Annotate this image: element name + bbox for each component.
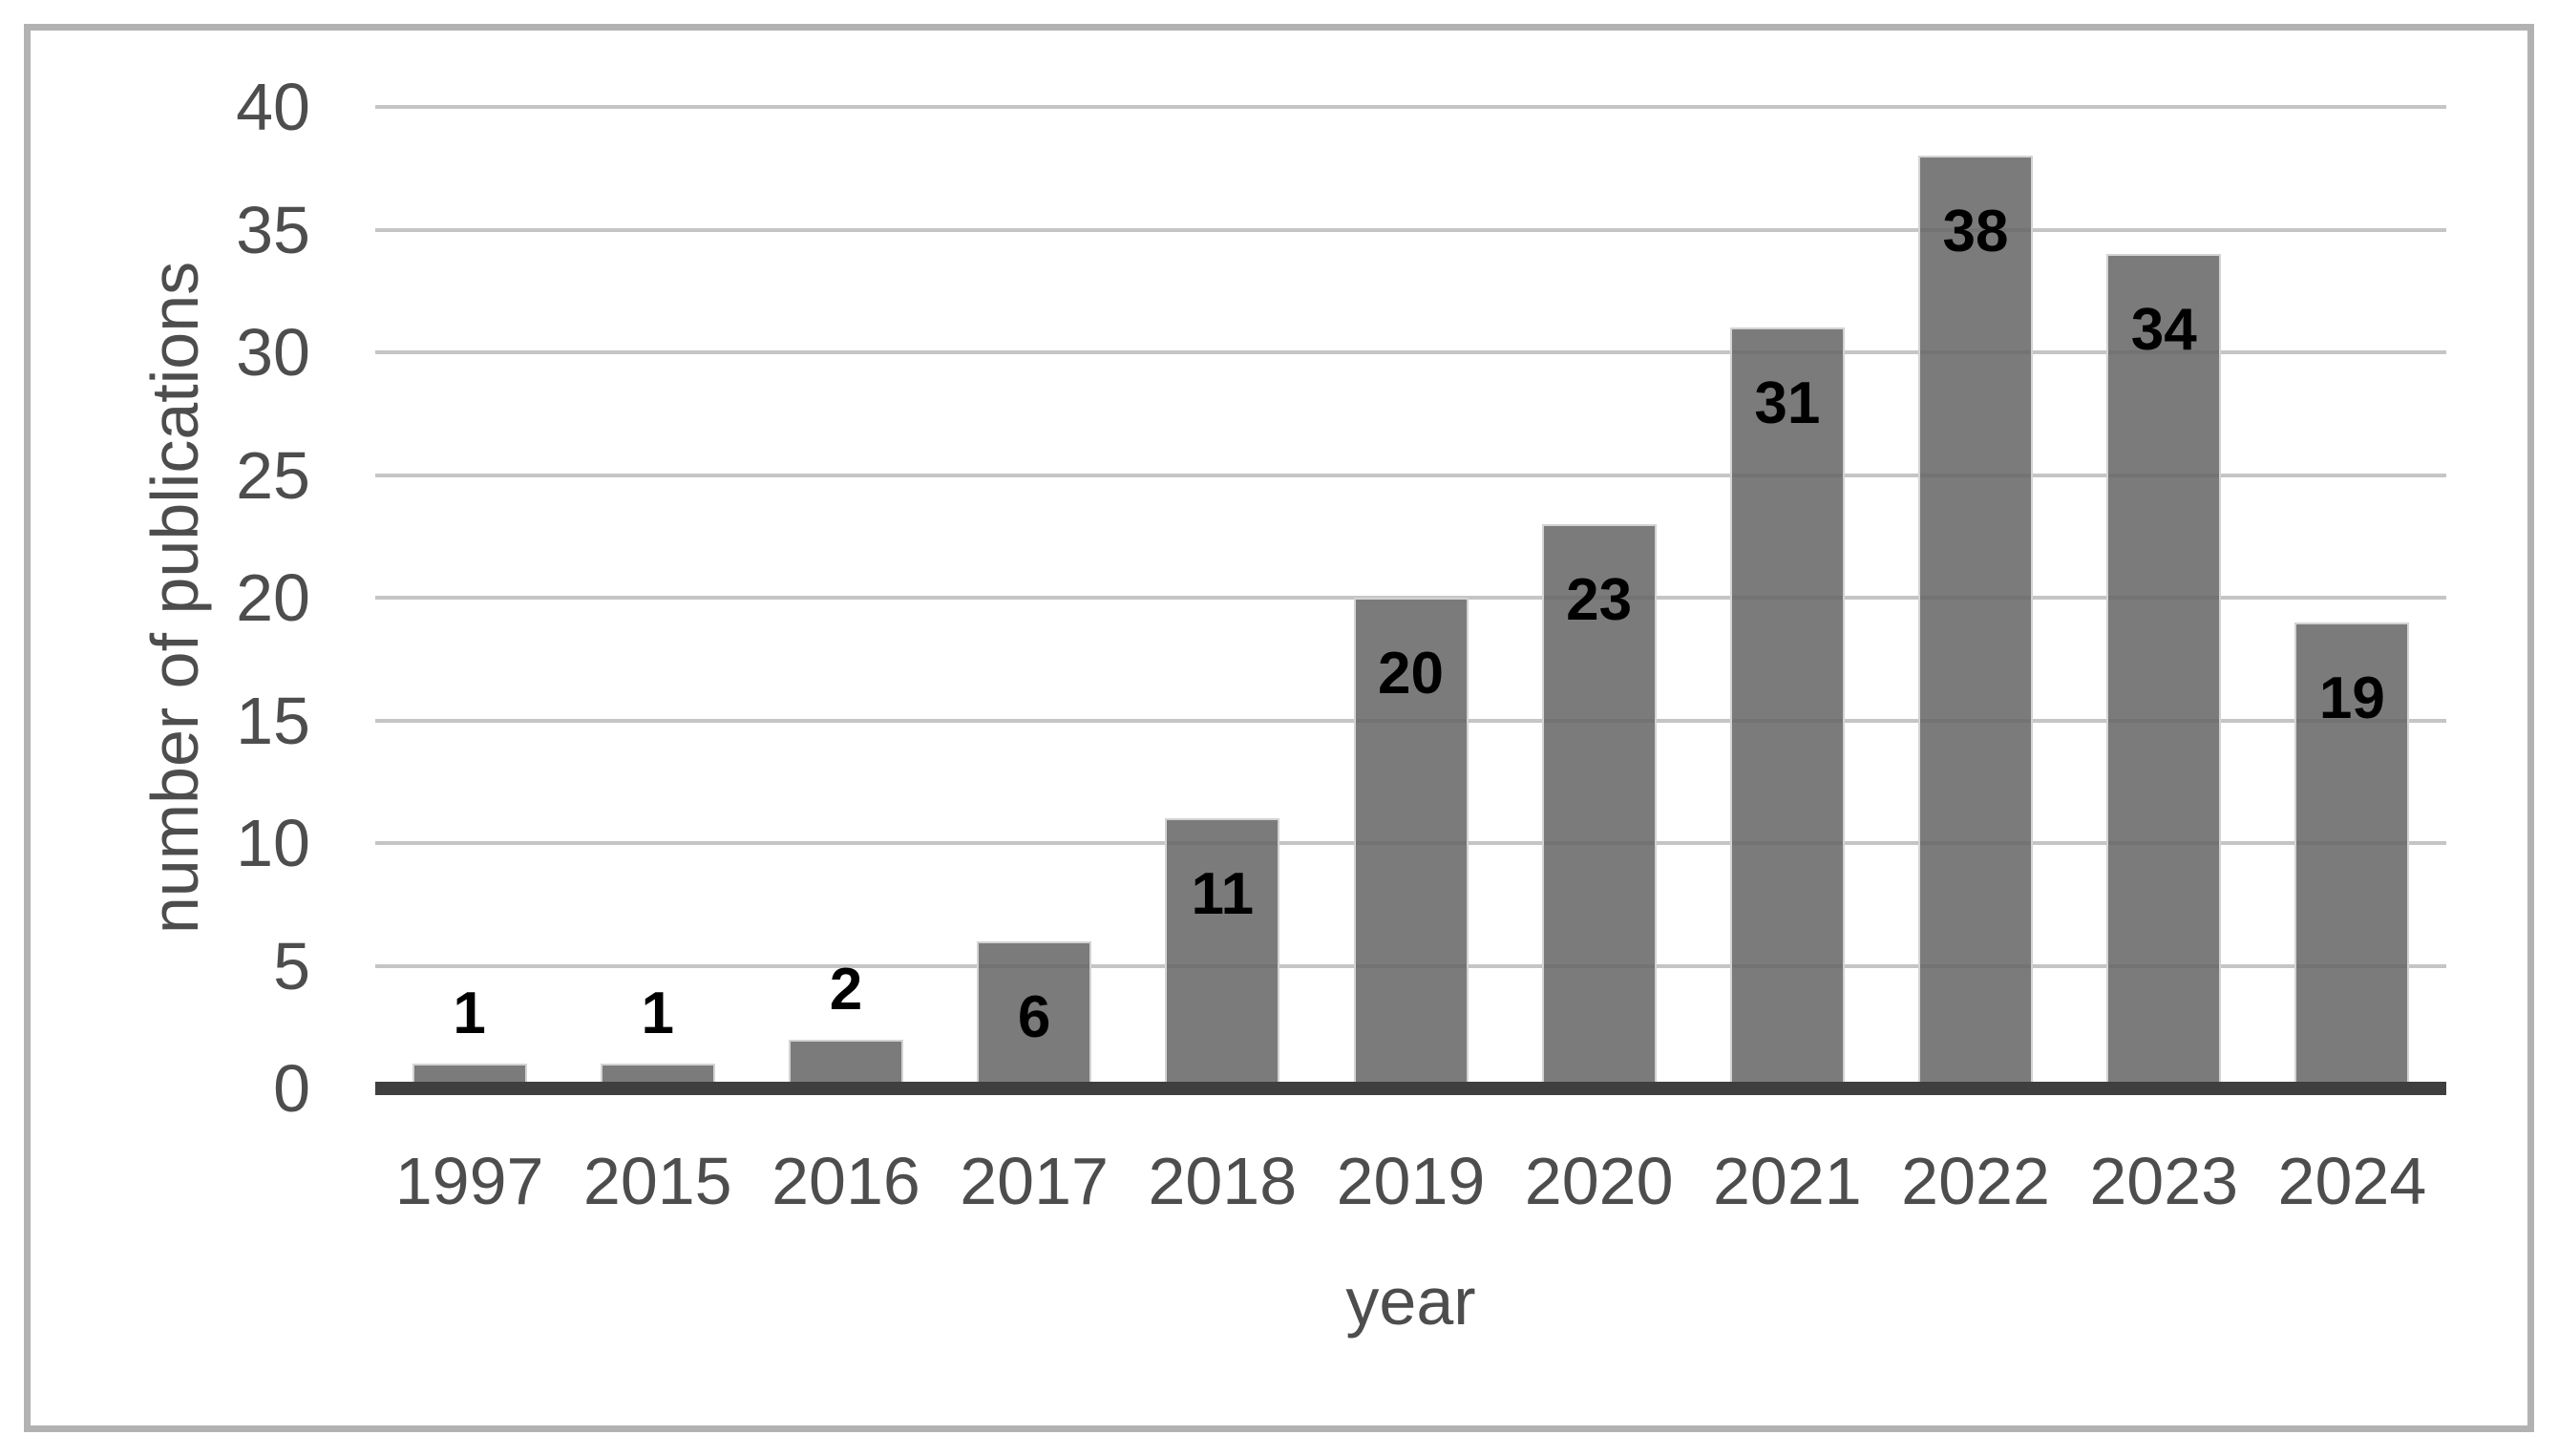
x-tick-label-2024: 2024 [2277,1144,2427,1218]
gridline-y35 [375,227,2446,232]
bar-label-2016: 2 [829,956,863,1023]
y-tick-label-5: 5 [273,928,310,1003]
y-tick-label-40: 40 [236,70,310,144]
x-tick-label-2017: 2017 [960,1144,1109,1218]
bar-2019 [1353,598,1469,1087]
x-axis-title: year [1345,1264,1476,1339]
bar-label-2017: 6 [1017,983,1051,1050]
bar-1997 [412,1064,527,1087]
x-tick-label-1997: 1997 [394,1144,544,1218]
plot-area [375,105,2446,1095]
bar-label-1997: 1 [453,981,486,1047]
y-tick-label-15: 15 [236,683,310,758]
bar-2023 [2106,254,2222,1087]
bar-label-2015: 1 [641,981,674,1047]
bar-label-2018: 11 [1191,861,1255,928]
gridline-y40 [375,105,2446,109]
x-tick-label-2018: 2018 [1148,1144,1298,1218]
bar-2022 [1918,156,2034,1087]
bar-2015 [600,1064,715,1087]
y-tick-label-35: 35 [236,192,310,267]
bar-2017 [977,940,1092,1087]
x-tick-label-2019: 2019 [1336,1144,1486,1218]
bar-2021 [1729,327,1845,1087]
x-tick-label-2016: 2016 [772,1144,920,1218]
bar-label-2022: 38 [1942,199,2009,265]
y-tick-label-10: 10 [236,806,310,880]
y-tick-label-0: 0 [273,1051,310,1126]
x-tick-label-2022: 2022 [1901,1144,2050,1218]
bar-label-2023: 34 [2130,297,2197,364]
x-tick-label-2015: 2015 [582,1144,732,1218]
bar-2016 [788,1039,903,1087]
bar-2018 [1165,818,1280,1087]
gridline-y30 [375,350,2446,354]
bar-2020 [1541,523,1657,1087]
x-tick-label-2023: 2023 [2089,1144,2239,1218]
bar-label-2020: 23 [1566,566,1633,633]
bar-label-2021: 31 [1754,370,1821,437]
bar-label-2019: 20 [1378,641,1444,707]
x-tick-label-2021: 2021 [1712,1144,1862,1218]
bar-2024 [2294,622,2410,1087]
x-tick-label-2020: 2020 [1524,1144,1674,1218]
y-tick-label-30: 30 [236,315,310,390]
x-axis-line [375,1082,2446,1095]
bar-label-2024: 19 [2318,665,2385,731]
y-tick-label-25: 25 [236,437,310,513]
gridline-y25 [375,473,2446,477]
y-tick-label-20: 20 [236,560,310,635]
